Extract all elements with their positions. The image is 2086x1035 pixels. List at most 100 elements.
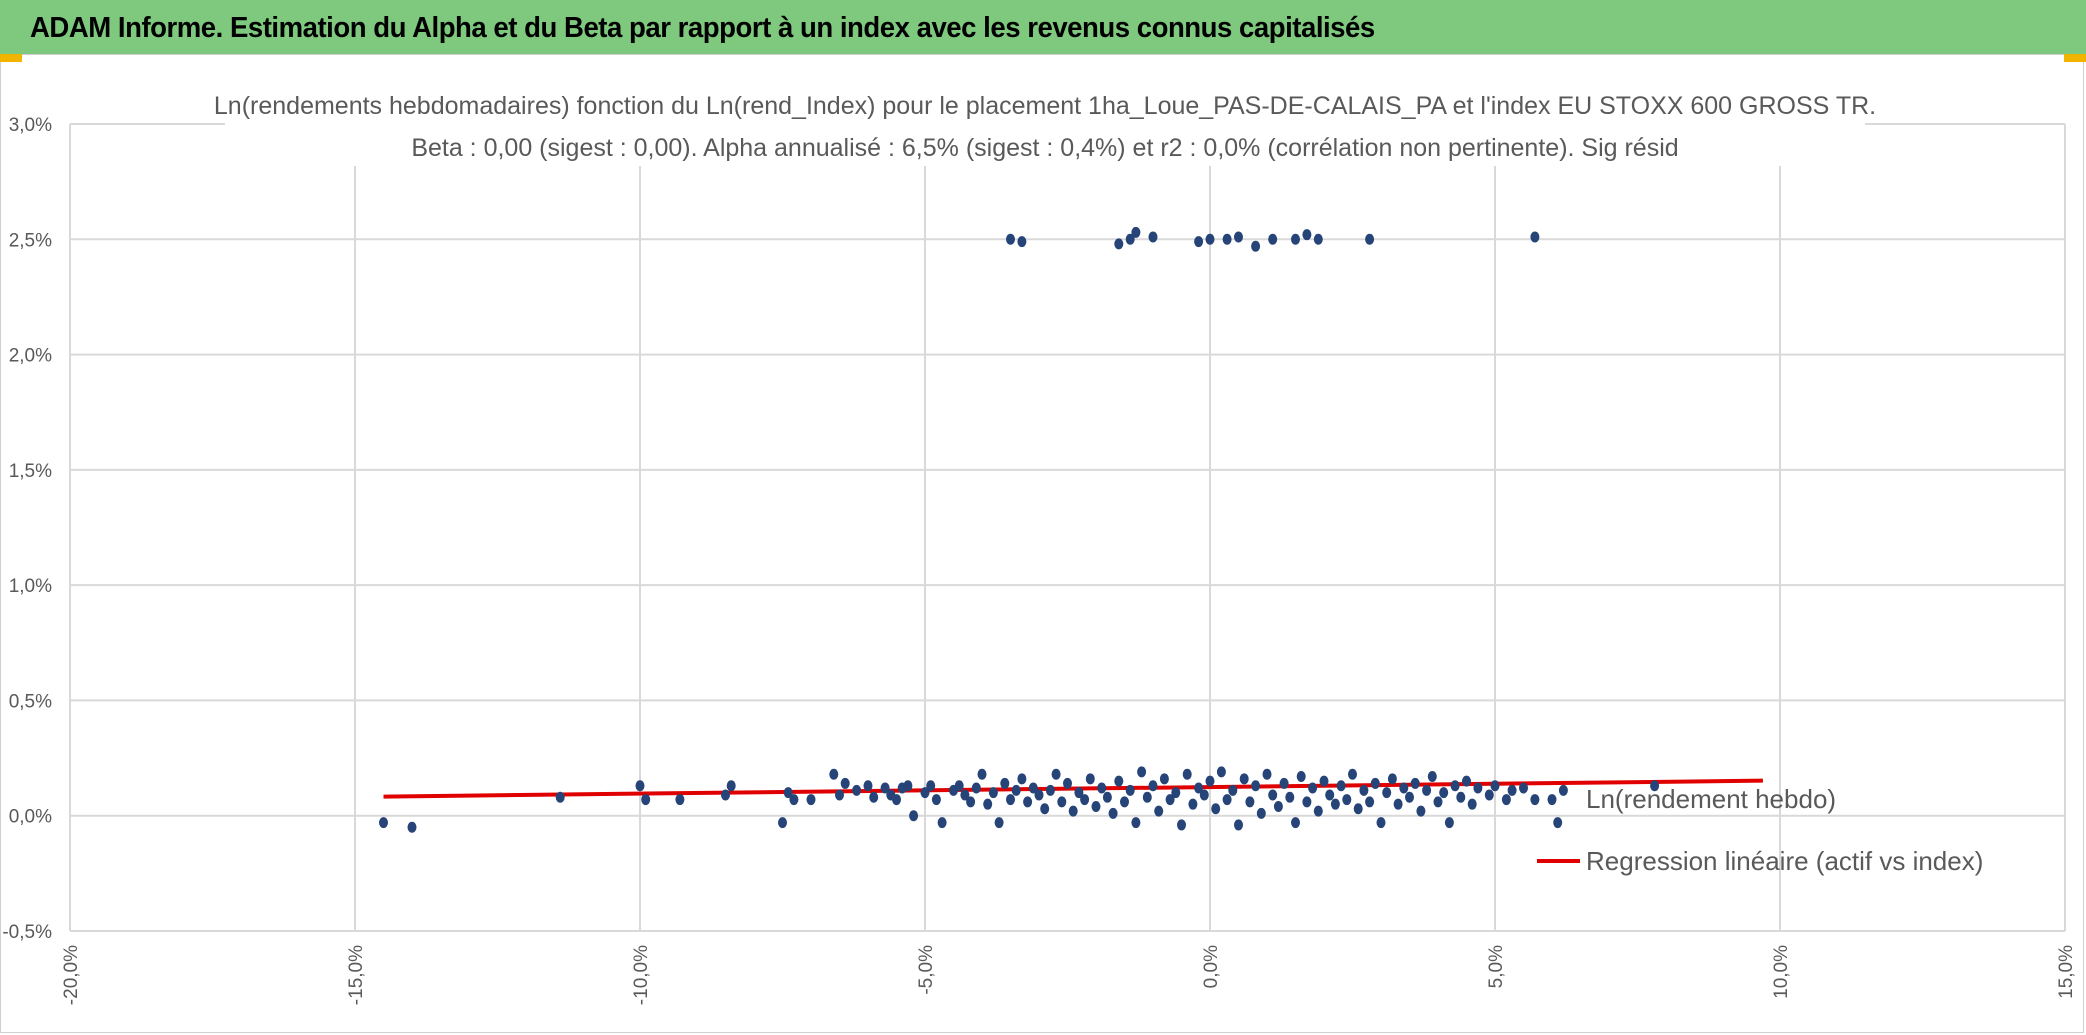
data-point <box>1330 798 1340 810</box>
data-point <box>1245 796 1255 808</box>
data-point <box>1028 782 1038 794</box>
data-point <box>1291 817 1300 829</box>
data-point <box>1108 807 1118 819</box>
data-point <box>1159 773 1169 785</box>
data-point <box>1199 789 1209 801</box>
data-point <box>1023 796 1033 808</box>
y-tick-label: 1,0% <box>9 576 52 597</box>
data-point <box>1216 766 1226 778</box>
data-point <box>869 791 879 803</box>
corner-marker-right <box>2064 54 2086 62</box>
data-point <box>1114 238 1124 250</box>
data-point <box>1473 782 1483 794</box>
data-point <box>1011 784 1021 796</box>
data-point <box>1194 782 1204 794</box>
chart-frame <box>0 54 2084 1033</box>
data-point <box>1519 782 1528 794</box>
x-tick-label: 5,0% <box>1486 945 1507 988</box>
data-point <box>1125 784 1135 796</box>
y-tick-label: -0,5% <box>2 922 52 943</box>
data-point <box>1319 775 1329 787</box>
data-point <box>983 798 993 810</box>
data-point <box>1165 794 1175 806</box>
data-point <box>1222 794 1232 806</box>
data-point <box>1302 796 1312 808</box>
data-point <box>1148 231 1158 243</box>
data-point <box>937 817 947 829</box>
data-point <box>1097 782 1107 794</box>
data-point <box>1045 784 1055 796</box>
data-point <box>926 780 936 792</box>
data-point <box>994 817 1004 829</box>
data-point <box>641 794 651 806</box>
axis-ticks: 3,0% 2,5% 2,0% 1,5% 1,0% 0,5% 0,0% -0,5% -20,0% -… <box>2 115 2077 1005</box>
data-point <box>1137 766 1147 778</box>
data-point <box>783 787 793 799</box>
data-point <box>1068 805 1078 817</box>
data-point <box>635 780 645 792</box>
data-point <box>1114 775 1124 787</box>
data-point <box>954 780 964 792</box>
data-point <box>1017 773 1027 785</box>
data-point <box>1387 773 1397 785</box>
data-point <box>1467 798 1477 810</box>
y-tick-label: 3,0% <box>9 115 52 136</box>
data-point <box>1427 771 1437 783</box>
chart-subtitle: Beta : 0,00 (sigest : 0,00). Alpha annua… <box>411 134 1678 162</box>
data-point <box>1148 780 1158 792</box>
data-point <box>1405 791 1414 803</box>
data-point <box>840 777 850 789</box>
data-point <box>880 782 890 794</box>
data-point <box>1507 784 1517 796</box>
data-point <box>1102 791 1112 803</box>
data-point <box>1650 780 1660 792</box>
data-point <box>1348 768 1357 780</box>
data-point <box>1177 819 1186 831</box>
scatter-points <box>379 226 1660 833</box>
regression-line <box>383 778 1763 799</box>
data-point <box>407 821 417 833</box>
data-point <box>1462 775 1471 787</box>
data-point <box>1444 817 1454 829</box>
data-point <box>1336 780 1346 792</box>
corner-marker-left <box>0 54 22 62</box>
data-point <box>1080 794 1090 806</box>
x-tick-label: -15,0% <box>346 945 367 1005</box>
data-point <box>1228 784 1238 796</box>
data-point <box>789 794 799 806</box>
data-point <box>960 789 970 801</box>
data-point <box>1365 796 1375 808</box>
data-point <box>1256 807 1266 819</box>
grid-lines <box>69 123 2066 932</box>
data-point <box>909 810 919 822</box>
x-tick-label: -20,0% <box>61 945 82 1005</box>
data-point <box>1553 817 1563 829</box>
data-point <box>1091 800 1101 812</box>
data-point <box>1268 789 1278 801</box>
data-point <box>988 787 998 799</box>
x-tick-label: -5,0% <box>916 945 937 995</box>
data-point <box>977 768 987 780</box>
data-point <box>778 817 787 829</box>
data-point <box>1484 789 1494 801</box>
data-point <box>1000 777 1010 789</box>
data-point <box>1125 233 1135 245</box>
data-point <box>1131 817 1141 829</box>
data-point <box>1182 768 1192 780</box>
data-point <box>1006 794 1015 806</box>
data-point <box>1296 771 1306 783</box>
legend-label-scatter: Ln(rendement hebdo) <box>1586 784 1836 814</box>
x-tick-label: 10,0% <box>1771 945 1792 999</box>
data-point <box>1422 784 1432 796</box>
data-point <box>1194 236 1204 248</box>
data-point <box>835 789 844 801</box>
data-point <box>892 794 901 806</box>
data-point <box>1450 780 1460 792</box>
data-point <box>379 817 388 829</box>
data-point <box>1211 803 1221 815</box>
data-point <box>1547 794 1557 806</box>
data-point <box>1188 798 1198 810</box>
y-tick-label: 1,5% <box>9 461 52 482</box>
data-point <box>1234 231 1243 243</box>
